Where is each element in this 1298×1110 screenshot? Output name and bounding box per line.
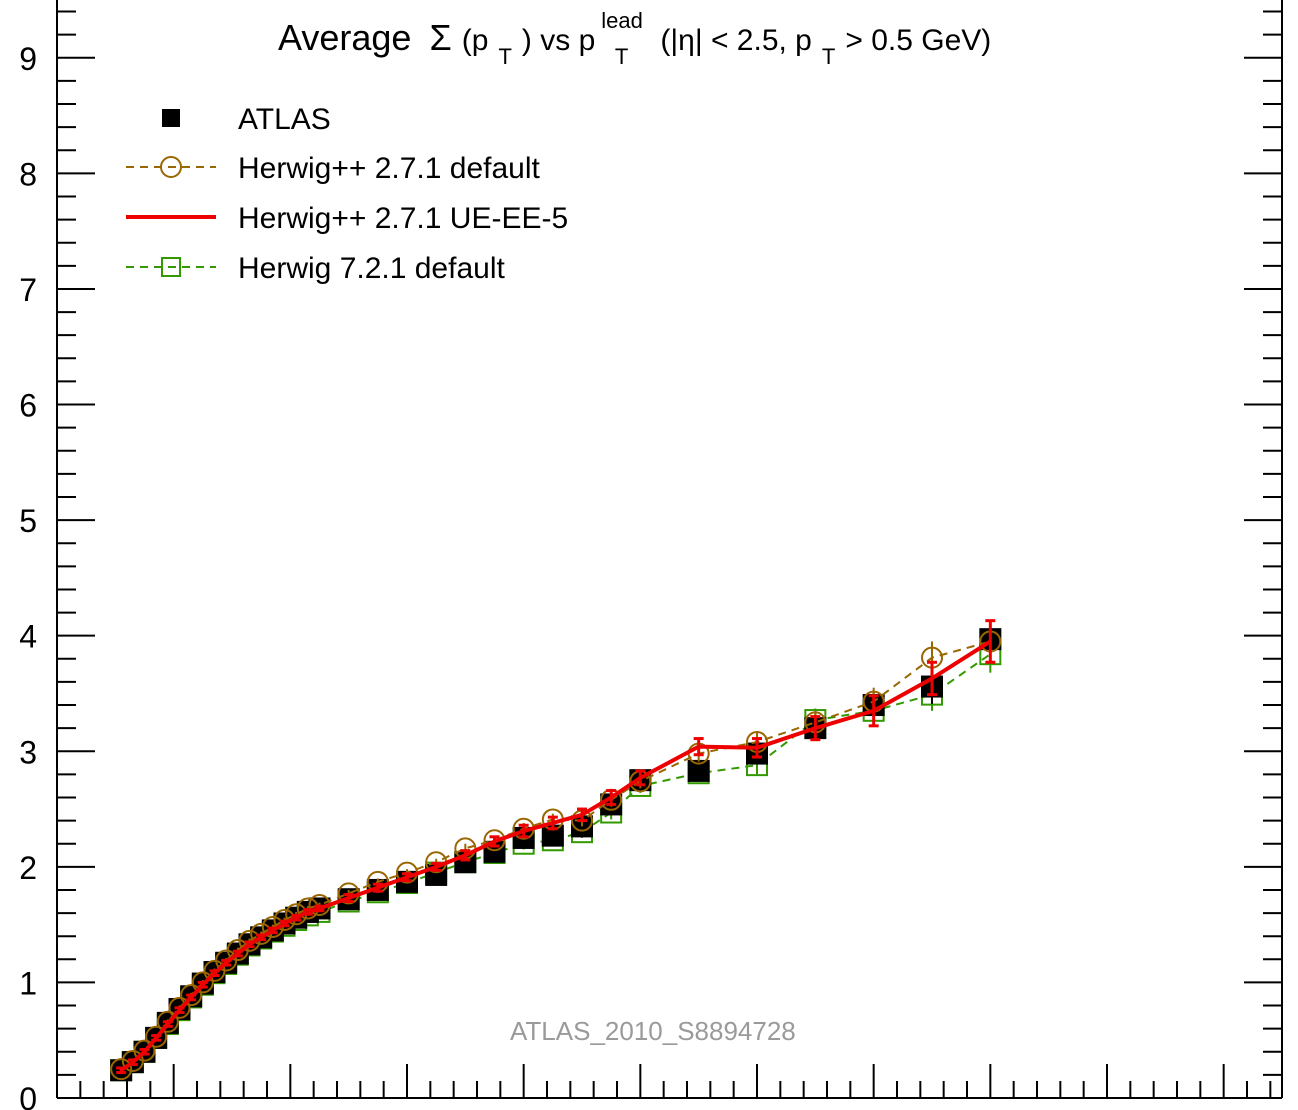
chart-title: Average Σ (p T ) vs p lead T (|η| < 2.5,… [278,0,991,72]
y-tick-label: 8 [19,156,37,192]
data-point [156,1010,179,1033]
title-eta-part: (|η| < 2.5, p [660,24,812,57]
series-line [120,640,991,1070]
legend-label-herwig7-default: Herwig 7.2.1 default [238,252,505,285]
y-tick-label: 0 [19,1081,37,1110]
data-point [133,1039,156,1062]
title-sub-t1: T [498,44,511,69]
title-prefix: Average [278,17,411,58]
y-tick-label: 6 [19,388,37,424]
title-sigma: Σ [429,17,451,58]
y-tick-label: 5 [19,503,37,539]
legend-label-herwigpp-default: Herwig++ 2.7.1 default [238,152,541,185]
y-tick-label: 7 [19,272,37,308]
y-tick-label: 1 [19,965,37,1001]
data-point [687,759,710,782]
legend-marker-herwigpp-default [160,156,182,178]
data-point [168,996,191,1019]
legend-label-atlas: ATLAS [238,103,331,136]
y-tick-label: 9 [19,41,37,77]
title-open: (p [462,24,489,57]
data-point [191,971,214,994]
series-line [120,639,992,1072]
data-point [483,840,506,863]
data-point [110,1058,133,1081]
legend-marker-atlas [162,109,180,127]
series-layer [110,619,1002,1082]
watermark: ATLAS_2010_S8894728 [510,1016,796,1046]
y-tick-label: 4 [19,619,37,655]
title-cut-part: > 0.5 GeV) [845,24,991,57]
data-point [145,1025,168,1048]
series-herwigpp-ueee5 [116,619,996,1075]
data-point [483,829,506,852]
legend-marker-herwig7-default [161,257,181,277]
data-point [541,824,564,847]
legend: ATLAS Herwig++ 2.7.1 default Herwig++ 2.… [126,103,568,285]
y-tick-labels: 0 1 2 3 4 5 6 7 8 9 [19,41,37,1110]
title-close-vs: ) vs p [522,24,595,57]
axes [56,0,1283,1099]
y-tick-label: 2 [19,850,37,886]
title-sub-t3: T [822,44,835,69]
title-sup-lead: lead [601,8,643,33]
title-sub-t2: T [615,44,628,69]
data-point [180,984,203,1007]
y-tick-label: 3 [19,734,37,770]
legend-label-herwigpp-ueee5: Herwig++ 2.7.1 UE-EE-5 [238,202,568,235]
